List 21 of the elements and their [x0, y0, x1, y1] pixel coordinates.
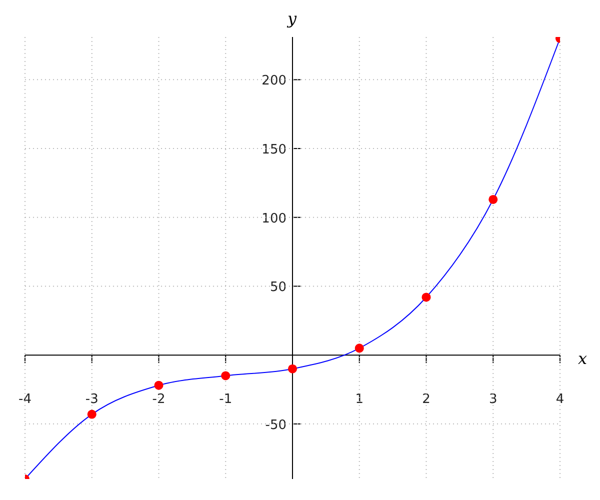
x-tick-label: -3 [85, 392, 98, 408]
x-tick-label: -1 [219, 392, 232, 408]
y-tick-label: 50 [270, 280, 286, 296]
x-tick-label: 2 [422, 392, 430, 408]
point [154, 380, 164, 390]
x-tick-label: 4 [556, 392, 564, 408]
y-tick-label: -50 [265, 418, 286, 433]
y-tick-label: 100 [262, 211, 286, 226]
point [221, 371, 230, 380]
x-tick-label: 3 [488, 392, 498, 408]
x-tick-label: -2 [152, 392, 166, 408]
point [288, 364, 298, 374]
point [87, 410, 96, 419]
point [354, 344, 364, 353]
point [488, 194, 498, 204]
y-tick-label: 150 [262, 142, 286, 158]
x-tick-label: -4 [18, 392, 32, 408]
y-tick-label: 200 [262, 74, 286, 89]
point [422, 292, 431, 302]
x-axis-title: x [578, 349, 588, 368]
y-axis-title: y [288, 9, 297, 28]
